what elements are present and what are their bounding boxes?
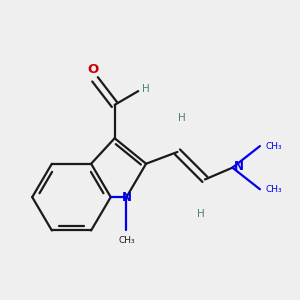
Text: H: H — [142, 84, 150, 94]
Text: N: N — [122, 190, 131, 204]
Text: CH₃: CH₃ — [118, 236, 135, 245]
Text: CH₃: CH₃ — [266, 185, 282, 194]
Text: N: N — [233, 160, 243, 173]
Text: CH₃: CH₃ — [266, 142, 282, 151]
Text: H: H — [197, 209, 205, 219]
Text: O: O — [87, 63, 99, 76]
Text: H: H — [178, 112, 185, 122]
